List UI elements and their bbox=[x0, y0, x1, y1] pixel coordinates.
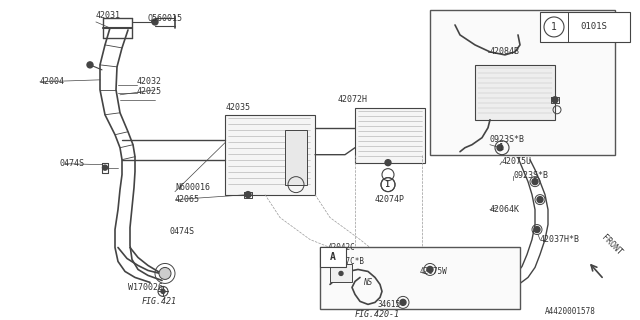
Text: A4420001578: A4420001578 bbox=[545, 307, 596, 316]
Text: 42031: 42031 bbox=[96, 12, 121, 20]
Circle shape bbox=[159, 268, 171, 279]
Text: 42064K: 42064K bbox=[490, 205, 520, 214]
Circle shape bbox=[152, 19, 158, 25]
Text: 1: 1 bbox=[551, 22, 557, 32]
Text: 42075U: 42075U bbox=[502, 157, 532, 166]
Text: 1: 1 bbox=[499, 143, 504, 152]
Text: FIG.421: FIG.421 bbox=[142, 297, 177, 306]
Bar bbox=[285, 130, 307, 185]
Circle shape bbox=[537, 196, 543, 203]
Text: N600016: N600016 bbox=[175, 183, 210, 192]
Text: 0474S: 0474S bbox=[60, 159, 85, 168]
Text: 42072H: 42072H bbox=[338, 95, 368, 104]
Text: Q560015: Q560015 bbox=[148, 13, 183, 22]
Text: FIG.420-1: FIG.420-1 bbox=[355, 310, 400, 319]
Bar bbox=[330, 264, 352, 283]
Text: 0923S*B: 0923S*B bbox=[490, 135, 525, 144]
Text: 42025: 42025 bbox=[137, 87, 162, 96]
Text: 42037H*B: 42037H*B bbox=[540, 235, 580, 244]
Bar bbox=[430, 10, 615, 155]
Text: NS: NS bbox=[364, 278, 372, 287]
Text: 42065: 42065 bbox=[175, 195, 200, 204]
Text: 0474S: 0474S bbox=[170, 227, 195, 236]
Circle shape bbox=[400, 300, 406, 305]
Bar bbox=[320, 247, 520, 309]
Circle shape bbox=[87, 62, 93, 68]
Text: A: A bbox=[580, 21, 586, 31]
Circle shape bbox=[245, 192, 251, 197]
Circle shape bbox=[161, 289, 165, 293]
Text: 42084B: 42084B bbox=[490, 47, 520, 56]
Circle shape bbox=[534, 227, 540, 233]
Bar bbox=[225, 115, 315, 195]
Text: 42037C*B: 42037C*B bbox=[328, 257, 365, 266]
Circle shape bbox=[552, 97, 558, 103]
Text: FRONT: FRONT bbox=[600, 233, 624, 258]
Circle shape bbox=[532, 179, 538, 185]
Text: 1: 1 bbox=[385, 180, 390, 189]
Circle shape bbox=[102, 165, 108, 170]
Text: W170026: W170026 bbox=[128, 283, 163, 292]
Text: 1: 1 bbox=[385, 180, 390, 189]
Text: A: A bbox=[330, 252, 336, 262]
Bar bbox=[540, 12, 630, 42]
Text: 42035: 42035 bbox=[226, 103, 251, 112]
Bar bbox=[475, 65, 555, 120]
Circle shape bbox=[427, 267, 433, 272]
Circle shape bbox=[339, 271, 343, 276]
Bar bbox=[320, 247, 346, 268]
Bar bbox=[355, 108, 425, 163]
Text: 42004: 42004 bbox=[40, 77, 65, 86]
Text: 0101S: 0101S bbox=[580, 22, 607, 31]
Text: 42042C: 42042C bbox=[328, 243, 356, 252]
Circle shape bbox=[497, 145, 503, 151]
Text: 42075W: 42075W bbox=[420, 267, 448, 276]
Text: 34615: 34615 bbox=[378, 300, 401, 309]
Text: 42074P: 42074P bbox=[375, 195, 405, 204]
Bar bbox=[568, 15, 598, 37]
Text: 0923S*B: 0923S*B bbox=[513, 171, 548, 180]
Circle shape bbox=[385, 160, 391, 166]
Text: 42032: 42032 bbox=[137, 77, 162, 86]
